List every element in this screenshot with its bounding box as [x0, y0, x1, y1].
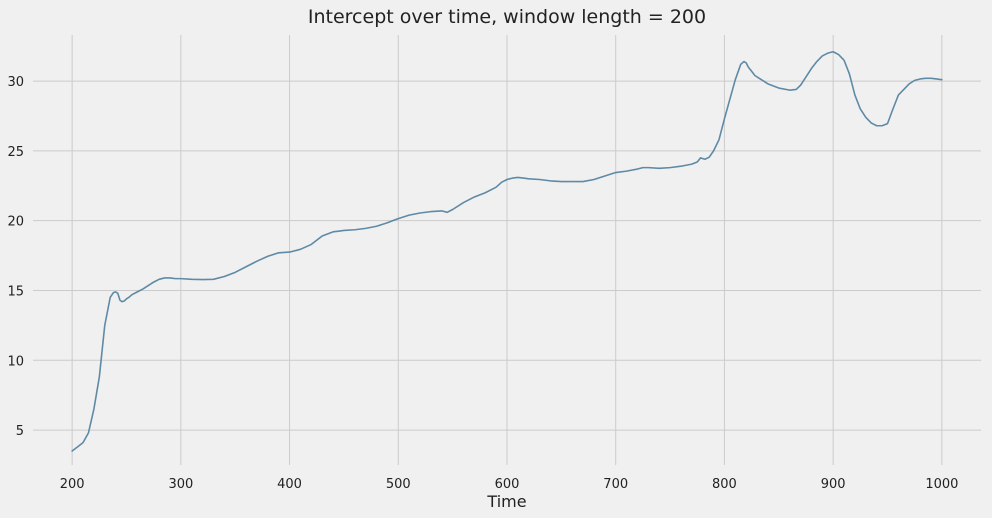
chart-title: Intercept over time, window length = 200 — [308, 6, 706, 28]
x-axis-label: Time — [486, 492, 526, 511]
intercept-series-line — [71, 50, 943, 452]
y-tick-label: 10 — [7, 354, 24, 369]
x-tick-labels: 200 300 400 500 600 700 800 900 1000 — [60, 477, 959, 492]
x-tick-label: 300 — [168, 477, 193, 492]
x-tick-label: 800 — [712, 477, 737, 492]
y-tick-label: 5 — [16, 424, 24, 439]
y-tick-label: 25 — [7, 145, 24, 160]
x-tick-label: 1000 — [925, 477, 958, 492]
y-tick-label: 15 — [7, 284, 24, 299]
x-tick-label: 900 — [821, 477, 846, 492]
x-tick-label: 200 — [60, 477, 85, 492]
y-tick-labels: 5 10 15 20 25 30 — [7, 75, 24, 439]
y-tick-label: 30 — [7, 75, 24, 90]
x-tick-label: 600 — [495, 477, 520, 492]
x-tick-label: 500 — [386, 477, 411, 492]
x-tick-label: 400 — [277, 477, 302, 492]
y-tick-label: 20 — [7, 215, 24, 230]
x-tick-label: 700 — [603, 477, 628, 492]
series-layer — [71, 50, 943, 452]
grid — [33, 35, 981, 465]
